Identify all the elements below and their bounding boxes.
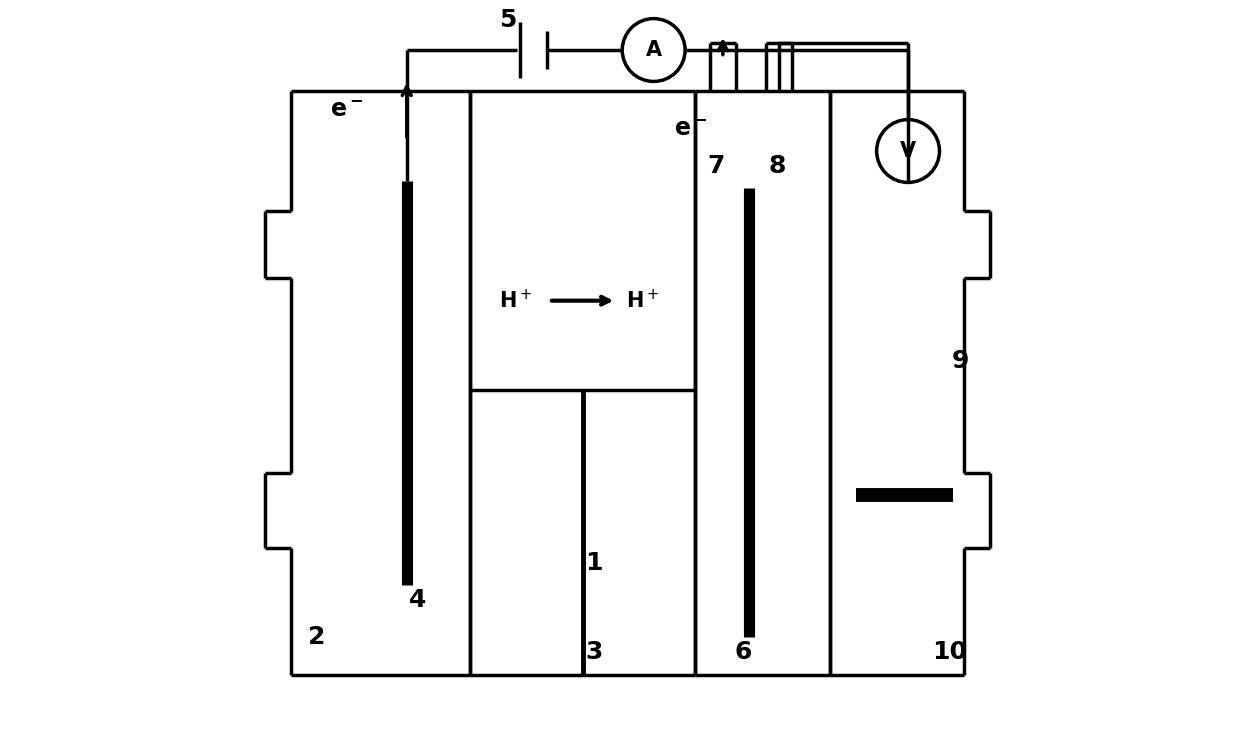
Text: 9: 9 (952, 348, 970, 372)
Text: 10: 10 (931, 641, 967, 665)
Text: 7: 7 (707, 154, 724, 178)
Text: 2: 2 (309, 626, 326, 650)
Text: $\mathbf{e^-}$: $\mathbf{e^-}$ (675, 116, 708, 140)
Text: 3: 3 (585, 641, 603, 665)
Text: H$^+$: H$^+$ (498, 289, 532, 312)
Text: $\mathbf{e^-}$: $\mathbf{e^-}$ (330, 98, 363, 122)
Text: 8: 8 (769, 154, 786, 178)
Text: 5: 5 (498, 8, 516, 32)
Text: 4: 4 (409, 588, 427, 612)
Text: 6: 6 (735, 641, 753, 665)
Text: 1: 1 (585, 550, 603, 575)
Text: H$^+$: H$^+$ (626, 289, 658, 312)
Text: V: V (900, 141, 916, 161)
Text: A: A (646, 40, 662, 60)
